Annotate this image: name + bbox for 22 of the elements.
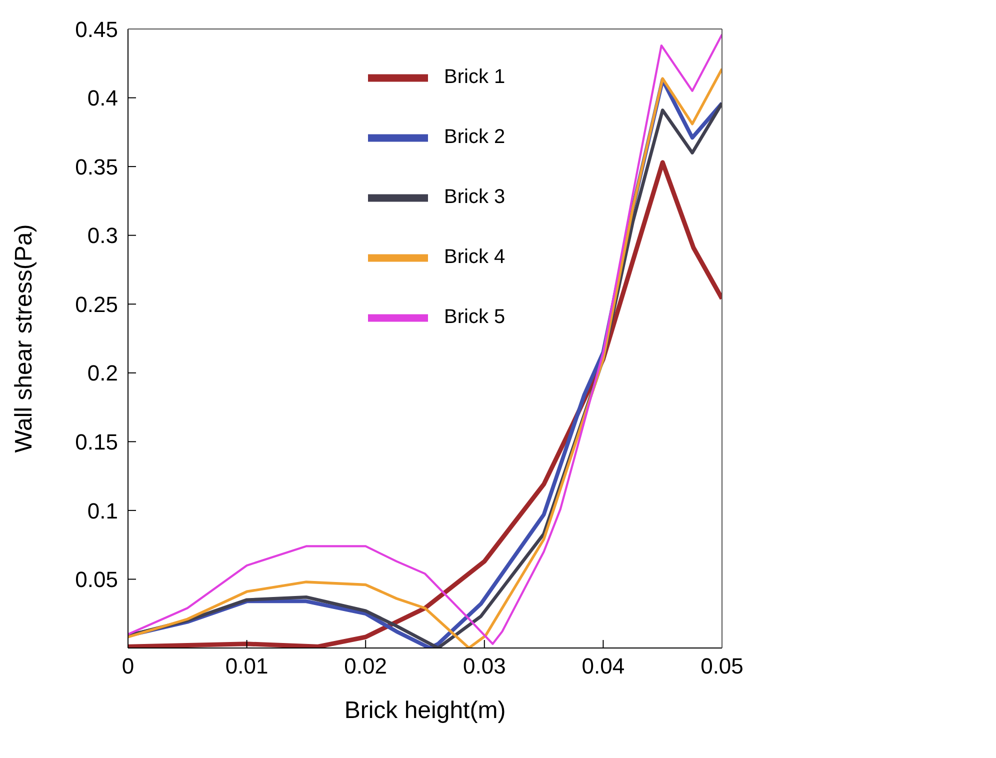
x-tick-label: 0.01 [225,654,268,679]
x-axis-title: Brick height(m) [344,697,506,724]
y-tick-label: 0.45 [75,16,118,42]
y-axis-title: Wall shear stress(Pa) [10,224,38,453]
y-tick-label: 0.2 [87,360,118,386]
legend-label: Brick 1 [444,66,506,88]
y-tick-label: 0.25 [75,292,118,317]
x-tick-label: 0.02 [344,654,388,679]
y-tick-label: 0.4 [87,86,118,111]
x-tick-label: 0 [122,654,134,679]
x-tick-label: 0.04 [582,654,625,679]
legend-label: Brick 3 [444,186,506,208]
y-tick-label: 0.35 [75,154,118,180]
x-tick-label: 0.05 [700,654,744,679]
legend-label: Brick 5 [444,306,506,328]
y-tick-label: 0.05 [75,567,118,592]
x-tick-label: 0.03 [462,654,506,679]
y-tick-label: 0.1 [87,498,118,524]
y-tick-label: 0.3 [87,223,118,248]
legend-label: Brick 4 [444,246,506,268]
y-tick-label: 0.15 [75,429,118,454]
legend-label: Brick 2 [444,126,506,148]
